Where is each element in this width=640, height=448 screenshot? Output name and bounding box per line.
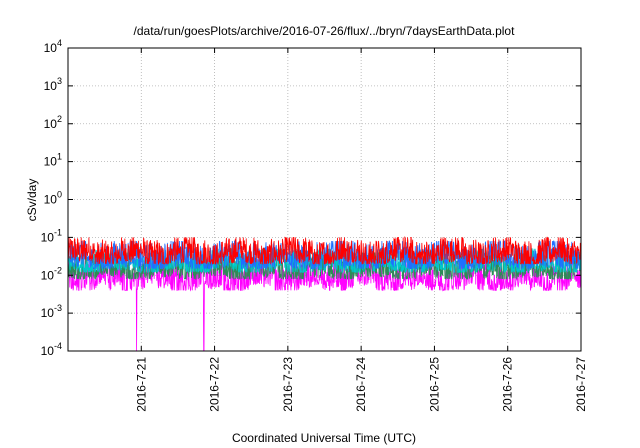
y-tick-label: 10-3 [41,303,62,320]
chart-title: /data/run/goesPlots/archive/2016-07-26/f… [134,24,516,38]
grid [68,48,581,351]
series-line [67,235,582,266]
series-layer [67,235,582,352]
y-tick-label: 10-2 [41,265,62,282]
y-tick-label: 103 [44,76,62,93]
x-tick-label: 2016-7-21 [134,357,148,412]
y-tick-label: 100 [44,190,62,207]
x-tick-label: 2016-7-23 [281,357,295,412]
x-tick-label: 2016-7-22 [208,357,222,412]
y-tick-label: 10-1 [41,227,62,244]
x-axis-label: Coordinated Universal Time (UTC) [232,431,416,445]
x-tick-label: 2016-7-26 [501,357,515,412]
x-tick-label: 2016-7-27 [574,357,588,412]
y-tick-label: 10-4 [41,341,62,358]
plot-frame [67,47,582,352]
x-axis: 2016-7-21 2016-7-22 2016-7-23 2016-7-24 2016… [134,48,588,412]
y-tick-label: 102 [44,114,62,131]
y-tick-label: 104 [44,38,62,55]
x-tick-label: 2016-7-24 [354,357,368,412]
y-axis-label: cSv/day [25,179,39,222]
y-axis: 10-4 10-3 10-2 10-1 100 101 102 103 104 [41,38,581,358]
y-tick-label: 101 [44,152,62,169]
x-tick-label: 2016-7-25 [427,357,441,412]
